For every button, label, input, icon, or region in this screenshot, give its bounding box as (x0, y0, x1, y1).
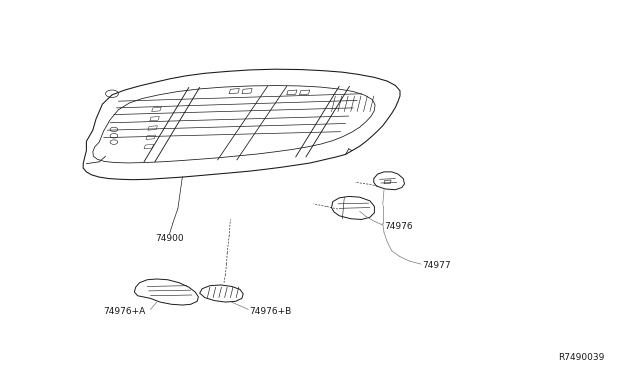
Text: 74976+A: 74976+A (104, 307, 146, 316)
Text: 74977: 74977 (422, 262, 451, 270)
Text: 74976+B: 74976+B (250, 307, 292, 316)
Text: R7490039: R7490039 (559, 353, 605, 362)
Text: 74976: 74976 (384, 222, 413, 231)
Text: 74900: 74900 (156, 234, 184, 243)
